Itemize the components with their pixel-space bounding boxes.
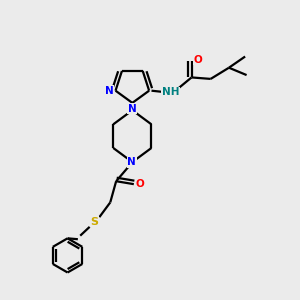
Text: N: N (105, 86, 113, 96)
Text: N: N (128, 104, 137, 114)
Text: S: S (90, 217, 98, 226)
Text: O: O (194, 55, 202, 65)
Text: N: N (128, 157, 136, 167)
Text: NH: NH (162, 87, 179, 97)
Text: O: O (136, 179, 145, 189)
